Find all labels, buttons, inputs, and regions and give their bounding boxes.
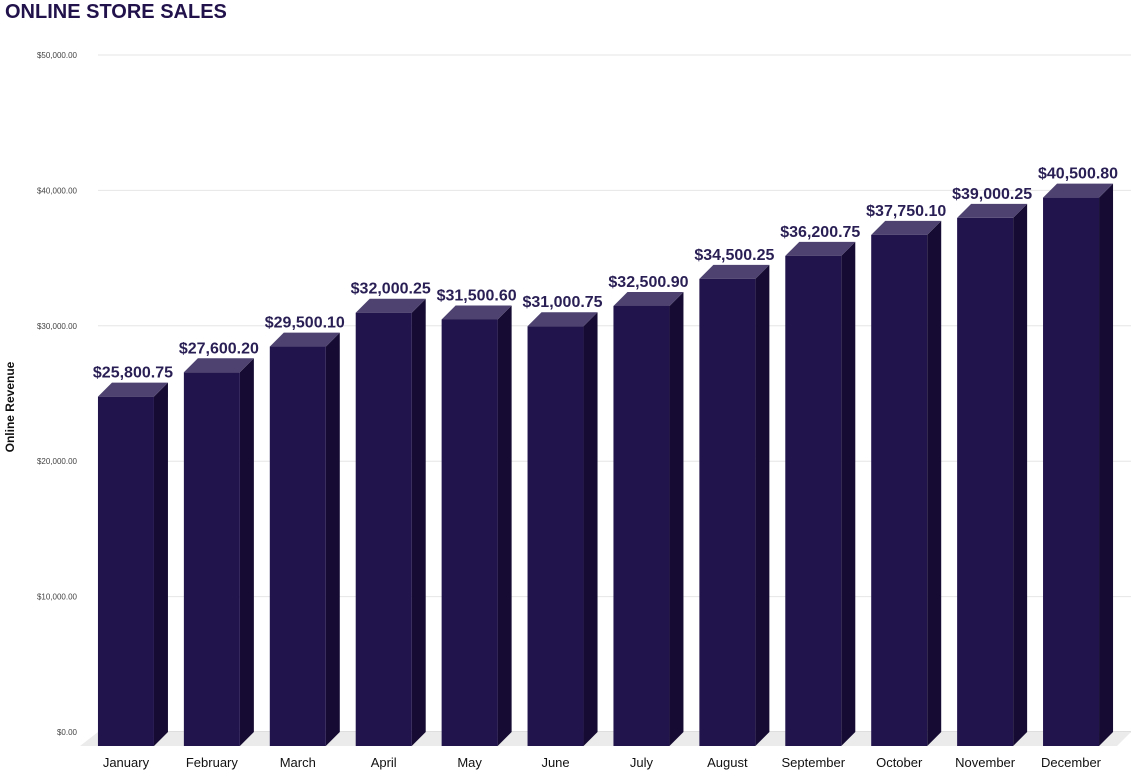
x-tick-label: September	[781, 755, 845, 770]
chart-floor	[80, 732, 1131, 746]
x-tick-label: December	[1041, 755, 1102, 770]
bar-top	[871, 220, 942, 235]
bar-side	[841, 241, 856, 746]
data-label: $40,500.80	[1038, 166, 1118, 183]
data-label: $32,500.90	[608, 274, 688, 291]
bar-top	[1043, 183, 1114, 198]
y-axis-ticks: $0.00 $10,000.00 $20,000.00 $30,000.00 $40,0…	[37, 51, 78, 737]
bar-side	[411, 298, 426, 746]
x-tick-label: October	[876, 755, 923, 770]
bar-front	[441, 319, 498, 746]
bar-top	[957, 203, 1028, 218]
bar-side	[927, 220, 942, 746]
y-tick-label: $50,000.00	[37, 51, 78, 60]
bar-top	[613, 291, 684, 306]
x-tick-label: April	[371, 755, 397, 770]
bar-front	[269, 346, 326, 746]
data-label: $27,600.20	[179, 340, 259, 357]
bar-front	[957, 217, 1014, 746]
data-label: $36,200.75	[780, 224, 860, 241]
data-label: $37,750.10	[866, 203, 946, 220]
bar-side	[153, 382, 168, 746]
bar-side	[755, 264, 770, 746]
x-tick-label: January	[103, 755, 150, 770]
bar-july	[613, 291, 684, 746]
data-labels: $25,800.75 $27,600.20 $29,500.10 $32,000.25…	[93, 166, 1118, 382]
x-tick-label: July	[630, 755, 654, 770]
x-tick-label: November	[955, 755, 1016, 770]
bar-front	[785, 255, 842, 746]
data-label: $34,500.25	[694, 247, 774, 264]
bar-front	[613, 305, 670, 746]
y-tick-label: $30,000.00	[37, 322, 78, 331]
bar-front	[1043, 197, 1100, 747]
bar-june	[527, 312, 598, 746]
x-tick-label: March	[280, 755, 316, 770]
bar-september	[785, 241, 856, 746]
chart-title: ONLINE STORE SALES	[5, 1, 227, 23]
floor-plane	[80, 732, 1131, 746]
bar-april	[355, 298, 426, 746]
bar-front	[183, 372, 240, 746]
bar-december	[1043, 183, 1114, 747]
bar-top	[699, 264, 770, 279]
x-tick-label: June	[541, 755, 569, 770]
y-tick-label: $0.00	[57, 728, 78, 737]
bar-top	[527, 312, 598, 327]
bar-side	[1013, 203, 1028, 746]
bar-may	[441, 305, 512, 746]
bar-top	[183, 358, 254, 373]
bar-top	[441, 305, 512, 320]
bar-top	[355, 298, 426, 313]
data-label: $31,000.75	[523, 294, 603, 311]
bar-side	[239, 358, 254, 746]
bar-front	[527, 326, 584, 746]
y-tick-label: $40,000.00	[37, 186, 78, 195]
bar-front	[97, 396, 154, 746]
bar-side	[325, 332, 340, 746]
bar-side	[1099, 183, 1114, 747]
bar-february	[183, 358, 254, 746]
bar-side	[497, 305, 512, 746]
bar-january	[97, 382, 168, 746]
bar-march	[269, 332, 340, 746]
data-label: $31,500.60	[437, 287, 517, 304]
data-label: $32,000.25	[351, 281, 431, 298]
bar-side	[669, 291, 684, 746]
y-tick-label: $10,000.00	[37, 593, 78, 602]
bar-november	[957, 203, 1028, 746]
data-label: $25,800.75	[93, 365, 173, 382]
x-tick-label: May	[457, 755, 482, 770]
bar-october	[871, 220, 942, 746]
bar-front	[355, 312, 412, 746]
bar-top	[97, 382, 168, 397]
x-tick-label: February	[186, 755, 239, 770]
bar-front	[699, 278, 756, 746]
bars	[97, 183, 1114, 747]
y-tick-label: $20,000.00	[37, 457, 78, 466]
bar-august	[699, 264, 770, 746]
x-tick-label: August	[707, 755, 748, 770]
data-label: $29,500.10	[265, 315, 345, 332]
data-label: $39,000.25	[952, 186, 1032, 203]
bar-top	[269, 332, 340, 347]
x-axis-ticks: January February March April May June July Augu…	[103, 755, 1102, 770]
bar-front	[871, 234, 928, 746]
bar-top	[785, 241, 856, 256]
bar-side	[583, 312, 598, 746]
